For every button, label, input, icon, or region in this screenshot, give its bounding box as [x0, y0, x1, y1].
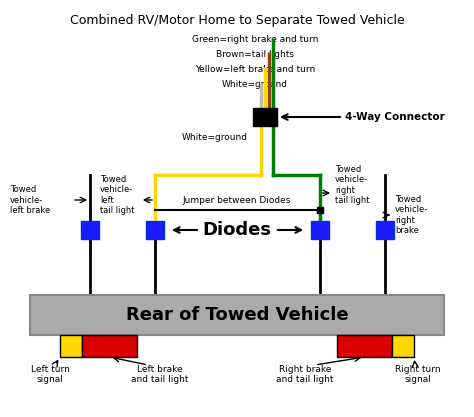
Bar — [376, 221, 394, 239]
Bar — [146, 221, 164, 239]
Text: Towed
vehicle-
right
brake: Towed vehicle- right brake — [395, 195, 428, 235]
Text: Left turn
signal: Left turn signal — [30, 365, 69, 384]
Text: Diodes: Diodes — [202, 221, 272, 239]
Text: Towed
vehicle-
left brake: Towed vehicle- left brake — [10, 185, 50, 215]
Text: Rear of Towed Vehicle: Rear of Towed Vehicle — [126, 306, 348, 324]
Text: Towed
vehicle-
right
tail light: Towed vehicle- right tail light — [335, 165, 370, 205]
Bar — [253, 108, 277, 126]
Bar — [30, 295, 444, 335]
Bar — [81, 221, 99, 239]
Text: White=ground: White=ground — [182, 133, 248, 142]
Bar — [82, 335, 137, 357]
Text: 4-Way Connector: 4-Way Connector — [345, 112, 445, 122]
Bar — [60, 335, 82, 357]
Text: Combined RV/Motor Home to Separate Towed Vehicle: Combined RV/Motor Home to Separate Towed… — [70, 14, 404, 27]
Text: Right brake
and tail light: Right brake and tail light — [276, 365, 334, 384]
Text: Towed
vehicle-
left
tail light: Towed vehicle- left tail light — [100, 175, 135, 215]
Text: White=ground: White=ground — [222, 80, 288, 89]
Bar — [311, 221, 329, 239]
Text: Right turn
signal: Right turn signal — [395, 365, 441, 384]
Text: Jumper between Diodes: Jumper between Diodes — [183, 196, 291, 205]
Text: Left brake
and tail light: Left brake and tail light — [131, 365, 189, 384]
Text: Green=right brake and turn: Green=right brake and turn — [192, 35, 318, 44]
Text: Yellow=left brake and turn: Yellow=left brake and turn — [195, 65, 315, 74]
Text: Brown=tail lights: Brown=tail lights — [216, 50, 294, 59]
Bar — [337, 335, 392, 357]
Bar — [392, 335, 414, 357]
